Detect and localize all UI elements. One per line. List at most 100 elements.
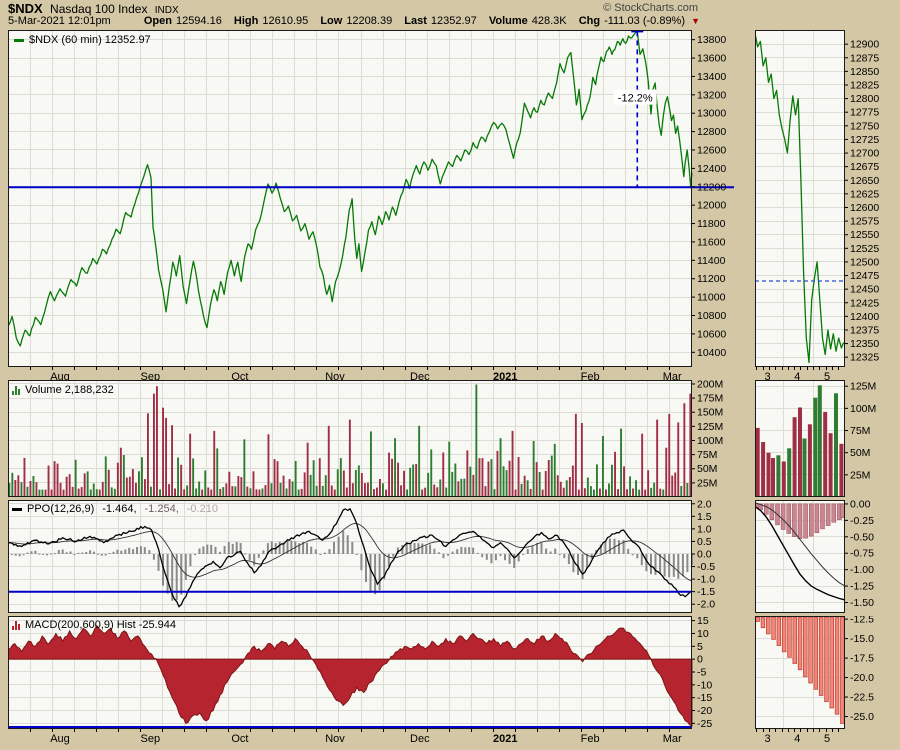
volume-bar bbox=[144, 479, 146, 497]
macd-bar bbox=[824, 616, 829, 703]
ppo-hist-bar bbox=[645, 554, 648, 572]
ppo-line bbox=[755, 506, 846, 601]
y-tick-label: 12350 bbox=[850, 338, 879, 350]
y-tick-label: -20.0 bbox=[850, 672, 874, 684]
y-tick-label: 100M bbox=[850, 403, 876, 415]
volume-bar bbox=[321, 485, 324, 497]
ppo-hist-bar bbox=[180, 554, 183, 595]
volume-bar bbox=[261, 488, 264, 497]
volume-bar bbox=[213, 430, 216, 497]
ppo-hist-bar bbox=[540, 542, 543, 554]
volume-bar bbox=[644, 489, 647, 497]
plot-border bbox=[755, 616, 845, 729]
volume-bar bbox=[267, 434, 270, 497]
volume-bar bbox=[391, 458, 393, 497]
volume-bar bbox=[683, 403, 686, 497]
ppo-hist-bar bbox=[239, 543, 242, 554]
ppo-value-2: -1.254, bbox=[144, 503, 179, 515]
volume-legend-label: Volume 2,188,232 bbox=[25, 384, 114, 396]
ppo-hist-bar bbox=[26, 552, 29, 554]
ppo-hist-bar bbox=[792, 503, 797, 537]
volume-bar bbox=[101, 481, 104, 497]
y-tick-label: 1.5 bbox=[697, 511, 712, 523]
volume-bar bbox=[571, 465, 574, 497]
ppo-hist-bar bbox=[73, 554, 76, 556]
volume-bar bbox=[680, 486, 683, 497]
volume-bar bbox=[611, 464, 613, 497]
volume-bar bbox=[41, 489, 44, 497]
volume-bar bbox=[38, 489, 41, 497]
ppo-hist-bar bbox=[413, 543, 416, 554]
ppo-hist-bar bbox=[198, 548, 201, 554]
ppo-hist-bar bbox=[171, 554, 174, 601]
volume-bar bbox=[183, 489, 186, 497]
volume-bar bbox=[490, 459, 493, 497]
y-tick-label: -5 bbox=[697, 666, 706, 678]
macd-bar bbox=[771, 616, 776, 640]
ppo-hist-bar bbox=[451, 551, 454, 554]
ppo-hist-bar bbox=[681, 554, 684, 577]
volume-bar bbox=[17, 475, 20, 497]
y-tick-label: 50M bbox=[697, 463, 717, 475]
volume-bar bbox=[484, 486, 487, 497]
volume-bar bbox=[562, 487, 565, 497]
ppo-hist-bar bbox=[342, 530, 345, 554]
volume-bar bbox=[382, 483, 384, 497]
volume-bar bbox=[792, 417, 797, 497]
ppo-hist-bar bbox=[278, 541, 281, 554]
ppo-hist-bar bbox=[93, 551, 95, 554]
ppo-hist-bar bbox=[517, 554, 520, 562]
volume-bar bbox=[288, 479, 291, 497]
ppo-line-swatch-icon bbox=[12, 507, 22, 511]
ppo-hist-bar bbox=[266, 543, 269, 554]
y-tick-label: 13400 bbox=[697, 71, 726, 83]
ppo-hist-bar bbox=[69, 551, 72, 554]
volume-bar bbox=[454, 463, 457, 497]
ppo-hist-bar bbox=[504, 554, 506, 561]
ppo-hist-bar bbox=[319, 554, 322, 555]
volume-bar bbox=[303, 472, 306, 497]
ppo-hist-bar bbox=[490, 554, 493, 564]
zoom-ppo-chart: 0.00 -0.25 -0.50 -0.75 -1.00 -1.25 -1.50 bbox=[755, 500, 874, 613]
ppo-hist-bar bbox=[132, 549, 135, 554]
volume-bar bbox=[216, 448, 219, 497]
y-tick-label: 12000 bbox=[697, 200, 726, 212]
symbol-exchange: INDX bbox=[154, 5, 179, 16]
ppo-hist-bar bbox=[456, 549, 459, 554]
ppo-hist-bar bbox=[526, 549, 529, 554]
ppo-hist-bar bbox=[825, 503, 831, 526]
macd-bar bbox=[808, 616, 813, 684]
volume-bar bbox=[565, 480, 568, 497]
y-tick-label: 10400 bbox=[697, 347, 726, 359]
ppo-hist-bar bbox=[355, 554, 358, 555]
volume-bar bbox=[370, 431, 372, 497]
ppo-hist-bar bbox=[840, 503, 845, 518]
volume-bar bbox=[834, 393, 838, 497]
ppo-hist-bar bbox=[387, 554, 390, 567]
ppo-hist-bar bbox=[608, 538, 611, 554]
macd-bar bbox=[776, 616, 782, 646]
ppo-hist-bar bbox=[809, 503, 814, 537]
volume-bar bbox=[403, 470, 405, 497]
volume-bar bbox=[228, 471, 231, 497]
volume-bar bbox=[553, 443, 556, 497]
y-tick-label: 12325 bbox=[850, 352, 879, 364]
volume-bar bbox=[626, 489, 628, 497]
volume-bar bbox=[258, 489, 261, 497]
volume-bar bbox=[538, 472, 541, 497]
volume-bar bbox=[412, 464, 415, 497]
y-tick-label: 0.0 bbox=[697, 548, 712, 560]
volume-bar bbox=[635, 480, 637, 497]
ppo-hist-bar bbox=[42, 554, 45, 555]
volume-bar bbox=[623, 466, 625, 497]
ppo-hist-bar bbox=[663, 554, 666, 577]
ppo-line bbox=[8, 507, 693, 608]
y-tick-label: 12700 bbox=[850, 148, 879, 160]
ppo-hist-bar bbox=[223, 546, 226, 554]
y-tick-label: -0.25 bbox=[850, 515, 874, 527]
volume-bar bbox=[330, 485, 333, 497]
volume-bar bbox=[802, 438, 807, 497]
volume-bar bbox=[44, 489, 47, 497]
volume-bar bbox=[8, 483, 11, 497]
